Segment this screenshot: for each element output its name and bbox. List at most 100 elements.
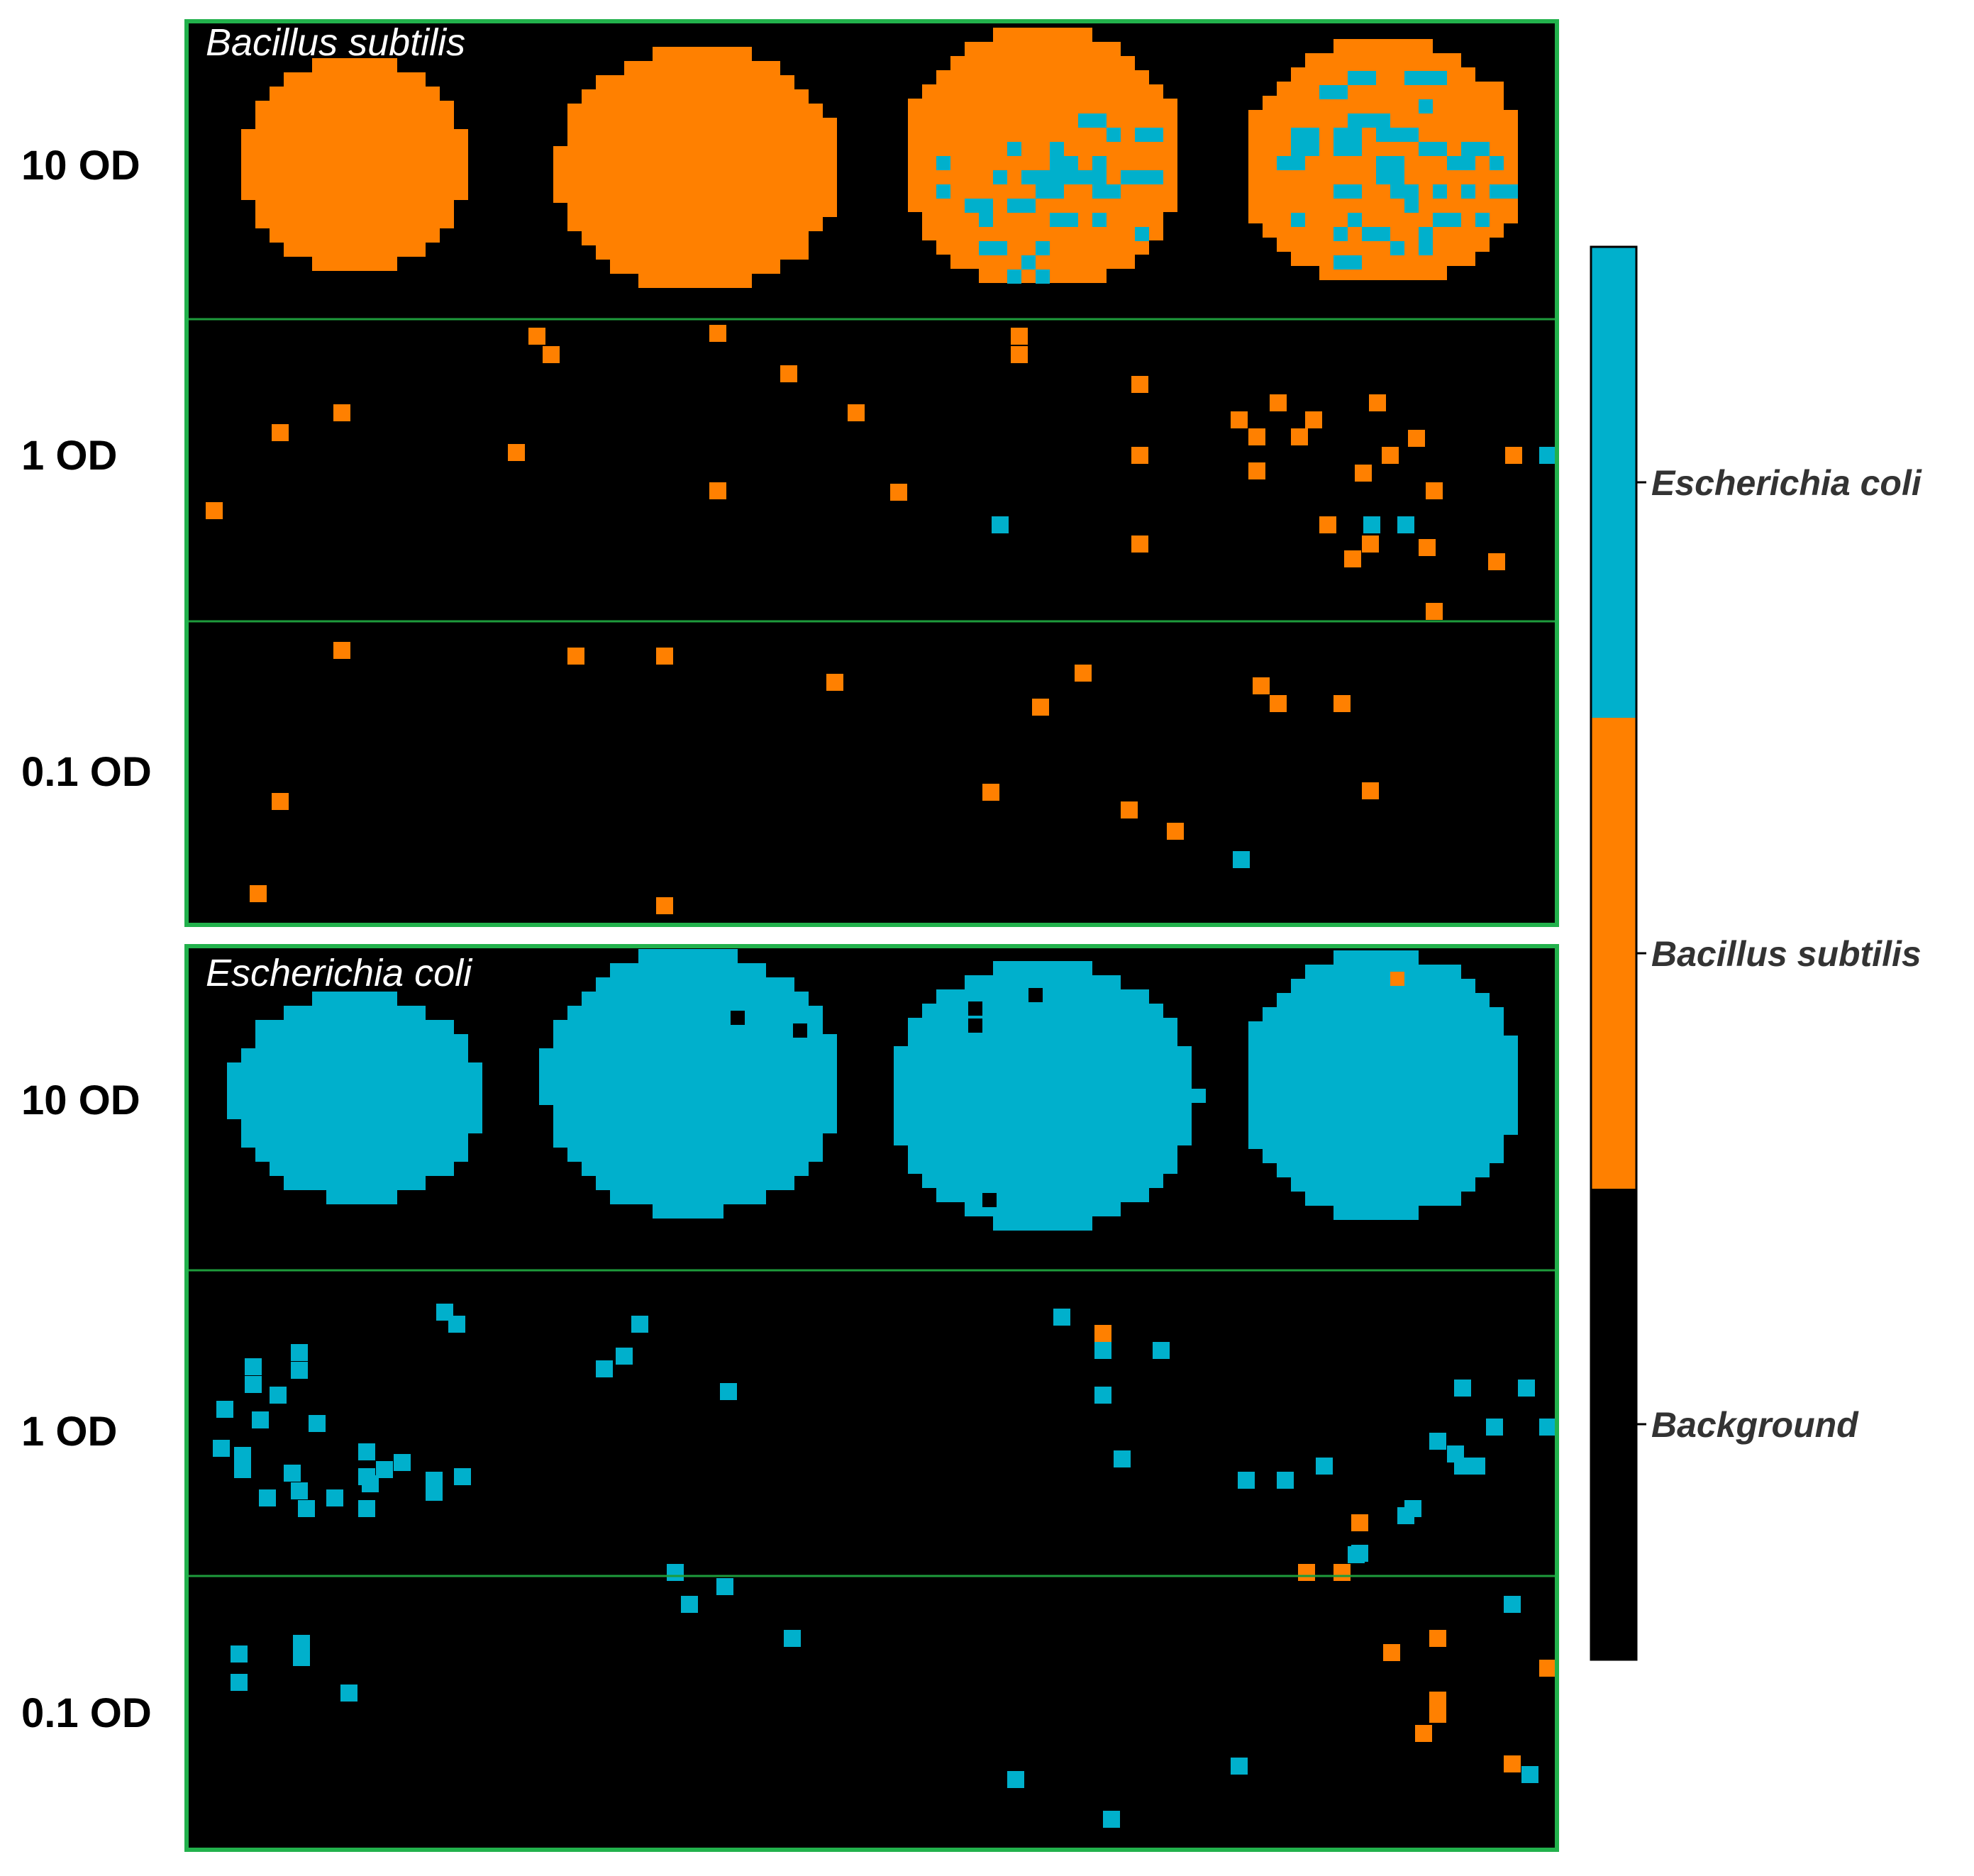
ecoli-speckle xyxy=(1419,99,1433,113)
background-gap xyxy=(1028,988,1043,1002)
ecoli-speckle xyxy=(1094,1387,1111,1404)
ecoli-speckle xyxy=(1050,156,1078,170)
bacillus-colony xyxy=(922,226,1163,240)
panel-bacillus-frame xyxy=(184,19,1559,927)
ecoli-speckle xyxy=(1121,170,1135,184)
ecoli-colony xyxy=(1277,993,1490,1007)
bacillus-speckle xyxy=(1032,699,1049,716)
legend: Escherichia coli Bacillus subtilis Backg… xyxy=(1590,245,1922,1661)
bacillus-colony xyxy=(582,231,809,245)
ecoli-speckle xyxy=(1135,128,1163,142)
bacillus-colony xyxy=(610,260,780,274)
ecoli-speckle xyxy=(616,1348,633,1365)
ecoli-speckle xyxy=(1107,128,1121,142)
ecoli-colony xyxy=(255,1034,468,1048)
ecoli-colony xyxy=(227,1077,482,1091)
ecoli-speckle xyxy=(1078,170,1107,184)
ecoli-colony xyxy=(312,992,397,1006)
ecoli-colony xyxy=(936,1188,1149,1202)
bacillus-colony xyxy=(284,72,426,87)
ecoli-colony xyxy=(993,1216,1092,1231)
panel-ecoli: Escherichia coli xyxy=(184,944,1559,1852)
ecoli-speckle xyxy=(340,1684,357,1702)
bacillus-speckle xyxy=(1426,482,1443,499)
ecoli-speckle xyxy=(1404,199,1419,213)
ecoli-colony xyxy=(922,1004,1163,1018)
bacillus-speckle xyxy=(982,784,999,801)
ecoli-speckle xyxy=(1333,227,1348,241)
ecoli-colony xyxy=(227,1105,482,1119)
bacillus-speckle xyxy=(656,648,673,665)
ecoli-speckle xyxy=(1053,1309,1070,1326)
ecoli-speckle xyxy=(234,1447,251,1464)
bacillus-colony xyxy=(922,212,1163,226)
bacillus-colony xyxy=(270,87,440,101)
bacillus-colony xyxy=(553,174,837,189)
ecoli-speckle xyxy=(1021,170,1036,184)
bacillus-speckle xyxy=(1253,677,1270,694)
bacillus-speckle xyxy=(1298,1564,1315,1581)
ecoli-speckle xyxy=(1376,170,1390,184)
bacillus-speckle xyxy=(1390,972,1404,986)
bacillus-speckle xyxy=(1351,1514,1368,1531)
ecoli-speckle xyxy=(1404,1500,1421,1517)
bacillus-speckle xyxy=(1333,695,1351,712)
bacillus-colony xyxy=(624,61,780,75)
ecoli-speckle xyxy=(1419,241,1433,255)
ecoli-speckle xyxy=(1007,142,1021,156)
ecoli-speckle xyxy=(1504,1596,1521,1613)
bacillus-colony xyxy=(1263,96,1504,110)
ecoli-speckle xyxy=(1390,241,1404,255)
ecoli-colony xyxy=(1263,1149,1504,1163)
bacillus-colony xyxy=(993,28,1092,42)
ecoli-colony xyxy=(1291,979,1475,993)
row-label-ecoli-10od: 10 OD xyxy=(21,1077,140,1123)
bacillus-speckle xyxy=(1362,535,1379,553)
ecoli-speckle xyxy=(358,1443,375,1460)
bacillus-colony xyxy=(922,84,1163,99)
bacillus-speckle xyxy=(1231,411,1248,428)
bacillus-colony xyxy=(255,101,454,115)
bacillus-speckle xyxy=(826,674,843,691)
ecoli-colony xyxy=(1291,1177,1475,1192)
ecoli-speckle xyxy=(1291,142,1319,156)
bacillus-colony xyxy=(950,255,1135,269)
ecoli-speckle xyxy=(1348,113,1376,128)
ecoli-speckle xyxy=(448,1316,465,1333)
bacillus-speckle xyxy=(1248,462,1265,479)
ecoli-speckle xyxy=(245,1358,262,1375)
bacillus-colony xyxy=(567,203,837,217)
bacillus-colony xyxy=(312,58,397,72)
ecoli-colony xyxy=(284,1176,426,1190)
bacillus-colony xyxy=(255,214,454,228)
ecoli-speckle xyxy=(1433,213,1461,227)
bacillus-colony xyxy=(908,99,1177,113)
ecoli-colony xyxy=(638,949,738,963)
bacillus-colony xyxy=(567,217,823,231)
ecoli-colony xyxy=(1305,965,1461,979)
ecoli-speckle xyxy=(1064,170,1078,184)
ecoli-colony xyxy=(1277,1163,1490,1177)
bacillus-speckle xyxy=(1131,376,1148,393)
ecoli-colony xyxy=(1248,1050,1518,1064)
ecoli-speckle xyxy=(1363,516,1380,533)
ecoli-colony xyxy=(270,1162,454,1176)
bacillus-colony xyxy=(1248,195,1518,209)
bacillus-colony xyxy=(1277,238,1490,252)
ecoli-colony xyxy=(1333,1206,1419,1220)
bacillus-speckle xyxy=(1167,823,1184,840)
ecoli-speckle xyxy=(1333,255,1348,270)
bacillus-colony xyxy=(1305,53,1461,67)
ecoli-speckle xyxy=(1103,1811,1120,1828)
ecoli-colony xyxy=(610,963,766,977)
ecoli-colony xyxy=(284,1006,426,1020)
ecoli-speckle xyxy=(309,1415,326,1432)
ecoli-speckle xyxy=(1461,184,1475,199)
ecoli-speckle xyxy=(1490,184,1518,199)
ecoli-colony xyxy=(1305,1192,1461,1206)
bacillus-speckle xyxy=(1319,516,1336,533)
ecoli-speckle xyxy=(1092,213,1107,227)
panel-bacillus: Bacillus subtilis xyxy=(184,19,1559,927)
ecoli-colony xyxy=(894,1117,1192,1131)
ecoli-colony xyxy=(965,975,1121,989)
